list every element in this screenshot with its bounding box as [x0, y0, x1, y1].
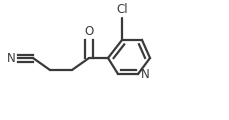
Text: N: N: [140, 67, 149, 81]
Text: N: N: [7, 51, 16, 65]
Text: O: O: [84, 25, 93, 38]
Text: Cl: Cl: [116, 3, 127, 16]
